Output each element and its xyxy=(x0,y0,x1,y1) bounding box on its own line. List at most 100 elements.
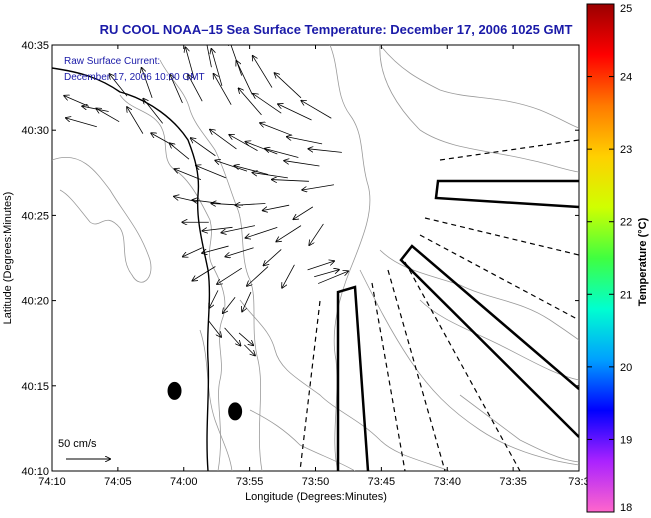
current-vector xyxy=(302,184,335,190)
current-vector xyxy=(225,247,254,257)
x-tick-label: 73:45 xyxy=(368,476,396,488)
current-vector xyxy=(309,223,324,245)
radar-range-line xyxy=(439,139,579,161)
current-vector xyxy=(202,245,229,253)
coastline xyxy=(52,67,211,471)
bathymetry-contour xyxy=(379,249,579,341)
current-note-line1: Raw Surface Current: xyxy=(64,56,160,67)
radar-sector-outline xyxy=(434,179,579,209)
current-vector xyxy=(143,99,163,124)
current-vector xyxy=(247,266,269,286)
current-vector xyxy=(236,61,253,95)
current-vector xyxy=(203,226,233,231)
colorbar-tick-label: 19 xyxy=(620,434,632,446)
current-vector xyxy=(209,290,219,308)
x-tick-label: 73:40 xyxy=(433,476,461,488)
y-axis-ticks: 40:35 40:30 40:25 40:20 40:15 40:10 xyxy=(21,40,579,478)
radar-range-line xyxy=(299,300,321,471)
current-vector xyxy=(284,161,320,167)
current-vector xyxy=(206,45,212,68)
current-vector xyxy=(127,107,144,134)
colorbar-ticks: 25 24 23 22 21 20 19 18 xyxy=(587,3,632,514)
y-tick-label: 40:10 xyxy=(21,466,49,478)
colorbar-label: Temperature (°C) xyxy=(637,217,649,306)
station-marker xyxy=(167,381,182,400)
y-tick-label: 40:25 xyxy=(21,210,49,222)
x-tick-label: 73:3 xyxy=(568,476,589,488)
colorbar-tick-label: 25 xyxy=(620,3,632,15)
current-vector xyxy=(142,68,153,98)
bathymetry-contours xyxy=(52,45,579,471)
bathymetry-contour xyxy=(159,59,263,471)
y-tick-label: 40:20 xyxy=(21,296,49,308)
current-vector xyxy=(221,225,255,233)
colorbar-tick-label: 22 xyxy=(620,217,632,229)
current-vector xyxy=(191,138,216,157)
current-vector xyxy=(66,118,97,128)
y-tick-label: 40:35 xyxy=(21,40,49,52)
bathymetry-contour xyxy=(359,269,579,466)
current-vector xyxy=(242,291,252,311)
current-vector xyxy=(246,226,278,238)
radar-sector-outline xyxy=(399,244,579,438)
bathymetry-contour xyxy=(379,45,579,129)
current-vector xyxy=(307,261,334,271)
x-axis-label: Longitude (Degrees:Minutes) xyxy=(245,491,387,503)
x-tick-label: 74:10 xyxy=(38,476,66,488)
current-vector xyxy=(96,108,120,123)
current-vector xyxy=(263,204,290,210)
colorbar-tick-label: 20 xyxy=(620,362,632,374)
current-vector xyxy=(229,135,258,151)
current-vector xyxy=(239,88,262,116)
y-axis-label: Latitude (Degrees:Minutes) xyxy=(2,192,14,325)
x-axis-ticks: 74:10 74:05 74:00 73:55 73:50 73:45 73:40 73:35… xyxy=(38,45,590,488)
current-vector xyxy=(244,344,255,356)
current-vector xyxy=(170,75,183,104)
current-vector xyxy=(276,225,302,242)
station-marker xyxy=(228,402,243,421)
y-tick-label: 40:30 xyxy=(21,125,49,137)
current-vector xyxy=(301,101,332,119)
current-vector xyxy=(253,56,273,88)
bathymetry-contour xyxy=(249,409,356,471)
current-vector xyxy=(278,104,312,121)
station-markers xyxy=(167,381,243,421)
current-vector xyxy=(208,320,221,337)
current-vector xyxy=(174,169,202,180)
current-vector xyxy=(229,45,243,76)
current-vector xyxy=(188,75,203,102)
current-vector xyxy=(192,266,216,281)
current-vector xyxy=(196,166,227,179)
current-vector xyxy=(224,327,241,346)
bathymetry-contour xyxy=(52,157,152,283)
current-vectors xyxy=(64,45,348,356)
current-vector xyxy=(215,161,248,172)
current-vector xyxy=(314,270,339,278)
current-vector xyxy=(210,130,237,150)
current-vector xyxy=(260,123,292,136)
current-vector xyxy=(246,142,278,155)
current-note-line2: December 17, 2006 10:00 GMT xyxy=(64,72,205,83)
colorbar-tick-label: 23 xyxy=(620,144,632,156)
current-vector xyxy=(217,267,242,284)
y-tick-label: 40:15 xyxy=(21,381,49,393)
bathymetry-contour xyxy=(239,299,451,471)
map-plot-area xyxy=(51,44,580,472)
colorbar-tick-label: 21 xyxy=(620,289,632,301)
current-vector xyxy=(317,271,348,284)
x-tick-label: 73:55 xyxy=(236,476,264,488)
x-tick-label: 73:50 xyxy=(302,476,330,488)
bathymetry-contour xyxy=(419,299,579,381)
current-vector xyxy=(272,180,309,182)
scale-label: 50 cm/s xyxy=(58,438,97,450)
current-vector xyxy=(294,206,314,219)
current-vector xyxy=(282,264,295,288)
radar-range-line xyxy=(404,261,521,471)
bathymetry-contour xyxy=(379,45,579,173)
colorbar xyxy=(586,3,615,513)
current-vector xyxy=(308,149,342,153)
current-vector xyxy=(214,74,232,105)
x-tick-label: 74:05 xyxy=(104,476,132,488)
bathymetry-contour xyxy=(119,94,226,471)
